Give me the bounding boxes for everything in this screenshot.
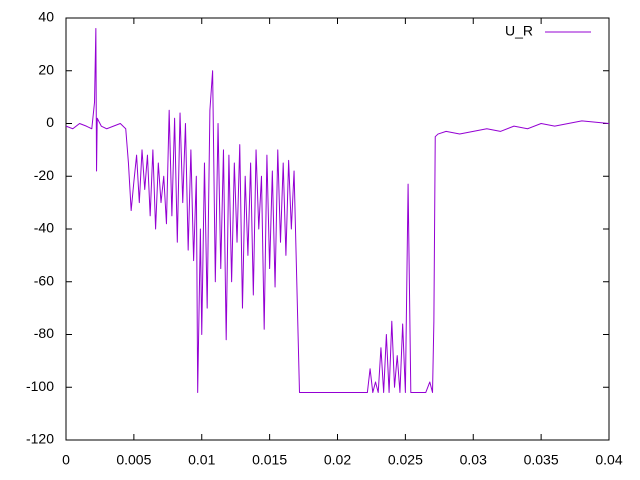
x-tick-label: 0.035 [524, 452, 559, 468]
x-tick-label: 0 [62, 452, 70, 468]
plot-border [65, 17, 610, 441]
y-tick-label: 40 [38, 9, 54, 25]
data-line [65, 28, 610, 394]
y-tick-label: -40 [34, 220, 54, 236]
x-tick-label: 0.005 [116, 452, 151, 468]
y-tick-label: -120 [26, 431, 54, 447]
x-tick-label: 0.04 [595, 452, 622, 468]
y-tick-label: -100 [26, 378, 54, 394]
y-tick-label: -80 [34, 325, 54, 341]
x-tick-label: 0.025 [388, 452, 423, 468]
y-tick-label: -60 [34, 272, 54, 288]
y-tick-label: -20 [34, 167, 54, 183]
y-tick-label: 0 [46, 114, 54, 130]
x-tick-label: 0.01 [188, 452, 215, 468]
x-tick-label: 0.015 [252, 452, 287, 468]
legend-label: U_R [505, 23, 533, 39]
x-tick-label: 0.02 [324, 452, 351, 468]
x-tick-label: 0.03 [460, 452, 487, 468]
y-tick-label: 20 [38, 61, 54, 77]
